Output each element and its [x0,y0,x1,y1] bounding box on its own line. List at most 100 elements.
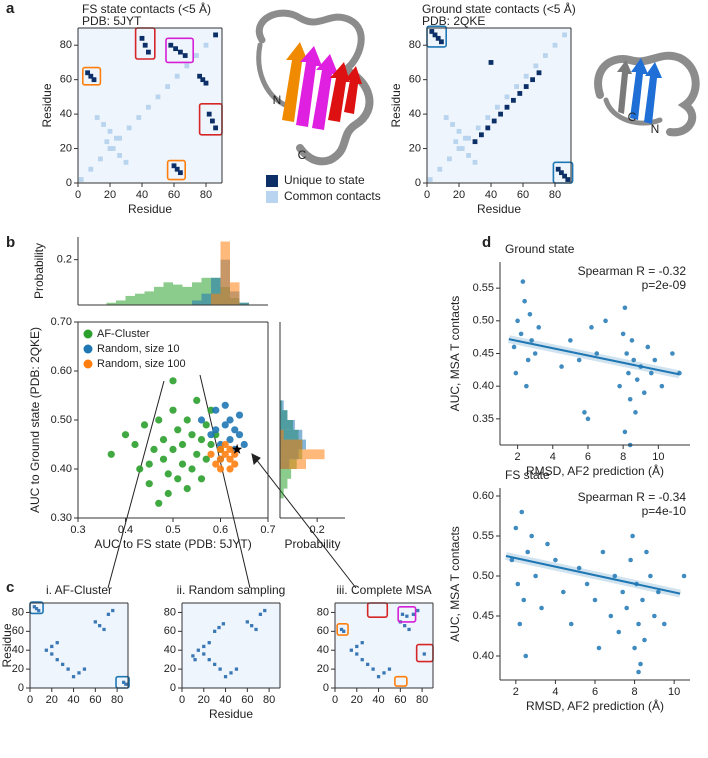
contact [504,104,510,110]
point [533,573,538,579]
contact [77,671,81,675]
y-tick-label: 60 [409,74,421,86]
contact [429,29,435,34]
contact [142,42,148,48]
contact [387,667,392,671]
point [509,557,515,563]
point [169,445,177,453]
y-tick-label: 20 [164,663,176,675]
histogram-bar [280,429,284,440]
y-axis-label: AUC, MSA T contacts [448,526,462,642]
x-axis-label: RMSD, AF2 prediction (Å) [526,698,664,713]
legend-swatch [266,191,278,203]
contact [174,166,180,172]
point [545,541,550,547]
point [216,445,225,453]
contact [229,671,233,675]
point [131,440,139,449]
point [515,318,520,324]
point [624,605,629,611]
point [630,533,635,539]
point [164,470,172,478]
y-tick-label: 0 [323,682,329,694]
contact [213,32,218,38]
y-tick-label: 0.35 [473,413,494,425]
x-tick-label: 2 [515,451,521,463]
contact [403,624,407,628]
contact [443,115,449,120]
point [536,325,542,330]
point [155,499,163,507]
x-tick-label: 10 [668,686,680,698]
histogram-bar [220,241,230,305]
x-tick-label: 6 [585,451,591,463]
structure-ground [594,51,700,137]
y-tick-label: 80 [164,606,176,618]
y-tick-label: 40 [409,108,421,120]
point [183,485,191,493]
histogram-bar [239,302,249,305]
y-axis-label: Residue [40,83,54,127]
histogram-bar [280,478,288,489]
y-tick-label: 0.60 [51,365,72,377]
point [240,440,248,449]
histogram-bar [192,300,202,305]
point [155,416,163,424]
contact [562,32,567,38]
y-tick-label: 0.50 [51,414,72,426]
y-tick-label: 0.45 [473,347,494,359]
contact [202,652,206,656]
fit-line [508,338,680,376]
contact [504,94,510,100]
point [638,661,643,667]
contact [376,675,381,679]
y-tick-label: 0.40 [473,380,494,392]
y-tick-label: 80 [60,39,72,51]
contact [106,612,111,616]
contact [213,125,218,131]
point [645,344,651,350]
y-tick-label: 60 [12,625,24,637]
contact [437,166,443,172]
contact [555,166,561,172]
chart-subtitle: PDB: 5JYT [82,14,142,28]
x-tick-label: 80 [416,694,428,706]
structure-fs [255,9,374,166]
point [226,416,234,424]
point [644,549,649,555]
histogram-bar [182,286,192,305]
highlight-box [336,622,349,636]
point [178,440,187,449]
highlight-box [166,159,187,181]
histogram-bar [280,410,288,420]
contact [101,122,106,127]
histogram-bar [280,469,292,479]
point [594,351,600,356]
x-axis-label: Probability [284,537,340,551]
fit-line [505,555,681,595]
y-tick-label: 0 [66,177,72,189]
contact [173,46,178,52]
contact [536,70,542,76]
histogram-bar [280,429,303,440]
y-axis-label: AUC to Ground state (PDB: 2QKE) [28,327,42,513]
point [628,557,633,563]
y-tick-label: 0.70 [51,316,72,328]
y-tick-label: 20 [12,663,24,675]
point [612,573,618,579]
point [652,357,658,363]
point [515,581,521,587]
point [584,581,590,587]
legend-marker [83,344,93,354]
y-tick-label: 40 [164,644,176,656]
point [561,589,566,595]
point [582,410,587,415]
histogram-bar [116,300,126,305]
histogram-bar [280,459,306,469]
y-tick-label: 0.50 [473,315,494,327]
highlight-box [397,605,417,623]
annotation: p=2e-09 [642,278,687,292]
contact [184,63,190,69]
point [221,401,229,409]
contact [50,652,54,656]
